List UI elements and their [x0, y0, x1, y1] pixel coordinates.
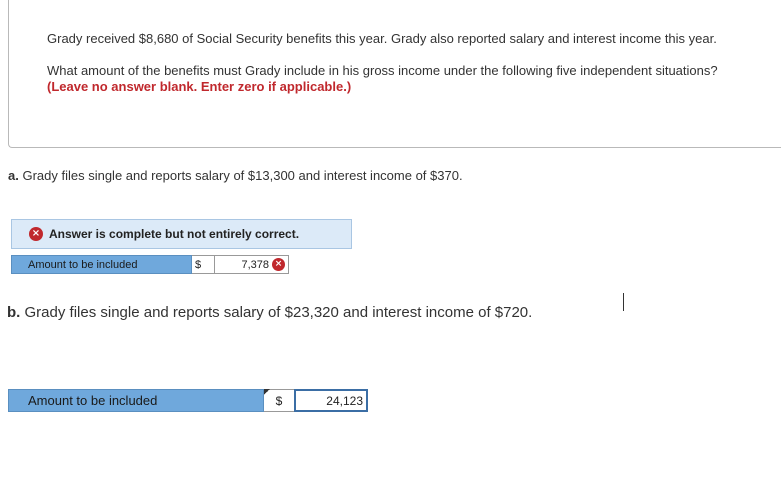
part-b-answer-input[interactable]: 24,123	[294, 389, 368, 412]
part-b-letter: b.	[7, 304, 21, 321]
part-a-answer-input[interactable]: 7,378 ×	[215, 255, 289, 274]
part-b-text: Grady files single and reports salary of…	[24, 304, 533, 321]
text-cursor-icon	[623, 293, 624, 311]
question-prompt-text: What amount of the benefits must Grady i…	[47, 63, 718, 78]
part-a-answer-value: 7,378	[241, 258, 269, 271]
feedback-text: Answer is complete but not entirely corr…	[49, 227, 300, 241]
incorrect-x-icon: ×	[272, 258, 285, 271]
question-box: Grady received $8,680 of Social Security…	[8, 0, 781, 148]
part-b-currency: $	[264, 389, 294, 412]
part-b-description: b. Grady files single and reports salary…	[7, 304, 532, 321]
part-a-text: Grady files single and reports salary of…	[22, 168, 463, 183]
part-b-row-label: Amount to be included	[8, 389, 264, 412]
part-a-row-label: Amount to be included	[11, 255, 192, 274]
part-a-letter: a.	[8, 168, 19, 183]
answer-feedback-banner: × Answer is complete but not entirely co…	[11, 219, 352, 249]
question-intro: Grady received $8,680 of Social Security…	[47, 31, 717, 46]
question-prompt: What amount of the benefits must Grady i…	[47, 63, 737, 95]
error-x-icon: ×	[29, 227, 43, 241]
part-b-answer-value: 24,123	[326, 393, 363, 408]
question-instruction: (Leave no answer blank. Enter zero if ap…	[47, 79, 352, 94]
part-a-answer-row: Amount to be included $ 7,378 ×	[11, 255, 289, 274]
part-a-currency: $	[192, 255, 215, 274]
part-b-answer-row: Amount to be included $ 24,123	[8, 389, 368, 412]
part-a-description: a. Grady files single and reports salary…	[8, 168, 463, 183]
